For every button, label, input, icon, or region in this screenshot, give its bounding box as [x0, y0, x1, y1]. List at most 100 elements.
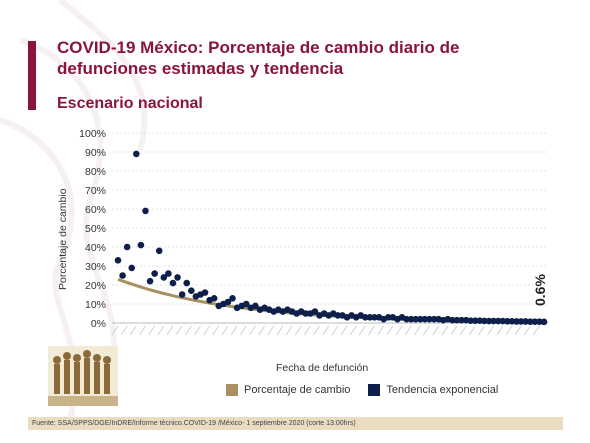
data-point — [421, 315, 429, 323]
data-point — [169, 279, 177, 287]
x-tick — [349, 325, 357, 336]
x-axis-label: Fecha de defunción — [276, 362, 369, 374]
data-point — [517, 318, 525, 325]
x-tick — [166, 325, 174, 336]
x-tick — [432, 325, 439, 336]
data-point — [183, 279, 191, 287]
x-tick — [413, 325, 421, 336]
data-point — [123, 243, 131, 251]
data-point — [201, 289, 209, 296]
x-tick — [221, 325, 229, 336]
data-point — [371, 314, 378, 321]
data-point — [417, 315, 424, 323]
data-point — [178, 291, 186, 298]
x-tick — [441, 325, 449, 336]
x-tick — [459, 325, 467, 336]
x-tick — [212, 325, 220, 336]
legend-item-trend: Porcentaje de cambio — [226, 384, 350, 396]
data-point — [151, 270, 158, 277]
x-tick — [267, 325, 275, 336]
data-point — [485, 317, 493, 325]
data-point — [210, 295, 218, 302]
data-point — [311, 308, 319, 315]
x-tick — [258, 325, 265, 336]
x-tick — [478, 325, 485, 336]
legend-label-points: Tendencia exponencial — [386, 384, 499, 396]
data-point — [128, 264, 136, 272]
data-point — [174, 274, 181, 281]
data-point — [412, 315, 420, 323]
y-tick-label: 80% — [85, 166, 106, 178]
x-tick — [340, 325, 348, 336]
data-point — [366, 314, 374, 321]
legend-swatch-line — [226, 384, 238, 396]
y-tick-label: 50% — [85, 223, 106, 235]
data-point — [384, 314, 392, 321]
title-accent-bar — [28, 41, 36, 110]
data-point — [187, 287, 195, 295]
y-tick-label: 0% — [91, 318, 106, 330]
data-point — [229, 295, 236, 302]
y-tick-label: 20% — [85, 280, 106, 292]
data-point — [403, 315, 410, 323]
x-tick — [450, 325, 458, 336]
x-tick — [377, 325, 385, 336]
x-tick — [285, 325, 293, 336]
y-tick-label: 90% — [85, 147, 106, 159]
data-point — [165, 270, 172, 277]
x-tick — [157, 325, 165, 336]
x-tick — [294, 325, 302, 336]
x-tick — [468, 325, 476, 336]
x-tick — [533, 325, 540, 336]
data-point — [114, 257, 122, 264]
y-axis-label: Porcentaje de cambio — [57, 188, 69, 290]
legend-label-line: Porcentaje de cambio — [244, 384, 351, 396]
data-point — [430, 315, 438, 323]
x-tick — [230, 325, 238, 336]
y-tick-label: 100% — [79, 128, 106, 140]
x-tick — [203, 325, 210, 336]
x-tick — [129, 325, 137, 336]
y-tick-label: 30% — [85, 261, 106, 273]
data-point — [467, 317, 475, 325]
x-tick — [423, 325, 430, 336]
data-point — [407, 315, 415, 323]
x-tick — [148, 325, 155, 336]
data-point — [531, 318, 539, 325]
legend-swatch-points — [368, 384, 381, 396]
footer-source: Fuente: SSA/SPPS/DGE/InDRE/Informe técni… — [28, 417, 563, 430]
x-tick — [496, 325, 504, 336]
x-tick — [331, 325, 339, 336]
data-point — [426, 315, 433, 323]
y-tick-label: 10% — [85, 299, 106, 311]
emblem-logo — [48, 346, 118, 406]
y-tick-label: 40% — [85, 242, 106, 254]
data-point — [302, 310, 310, 317]
y-tick-label: 60% — [85, 204, 106, 216]
x-tick — [239, 325, 247, 336]
x-tick — [194, 325, 201, 336]
x-tick — [395, 325, 403, 336]
x-tick — [184, 325, 192, 336]
data-point — [137, 241, 145, 249]
data-point — [119, 272, 126, 279]
data-point — [494, 317, 502, 325]
data-point — [362, 314, 369, 321]
page-subtitle: Escenario nacional — [57, 95, 203, 112]
x-tick — [322, 325, 330, 336]
data-point — [155, 247, 163, 255]
data-point — [142, 207, 149, 215]
y-tick-label: 70% — [85, 185, 106, 197]
chart-legend: Porcentaje de cambio Tendencia exponenci… — [226, 384, 498, 396]
data-point — [453, 316, 461, 324]
x-tick — [368, 325, 375, 336]
x-tick — [487, 325, 494, 336]
x-tick — [386, 325, 394, 336]
data-point — [471, 317, 479, 325]
end-value-label: 0.6% — [532, 274, 548, 306]
data-point — [458, 316, 465, 324]
x-tick — [404, 325, 412, 336]
data-point — [146, 277, 154, 285]
data-point — [526, 318, 534, 325]
x-tick — [249, 325, 256, 336]
